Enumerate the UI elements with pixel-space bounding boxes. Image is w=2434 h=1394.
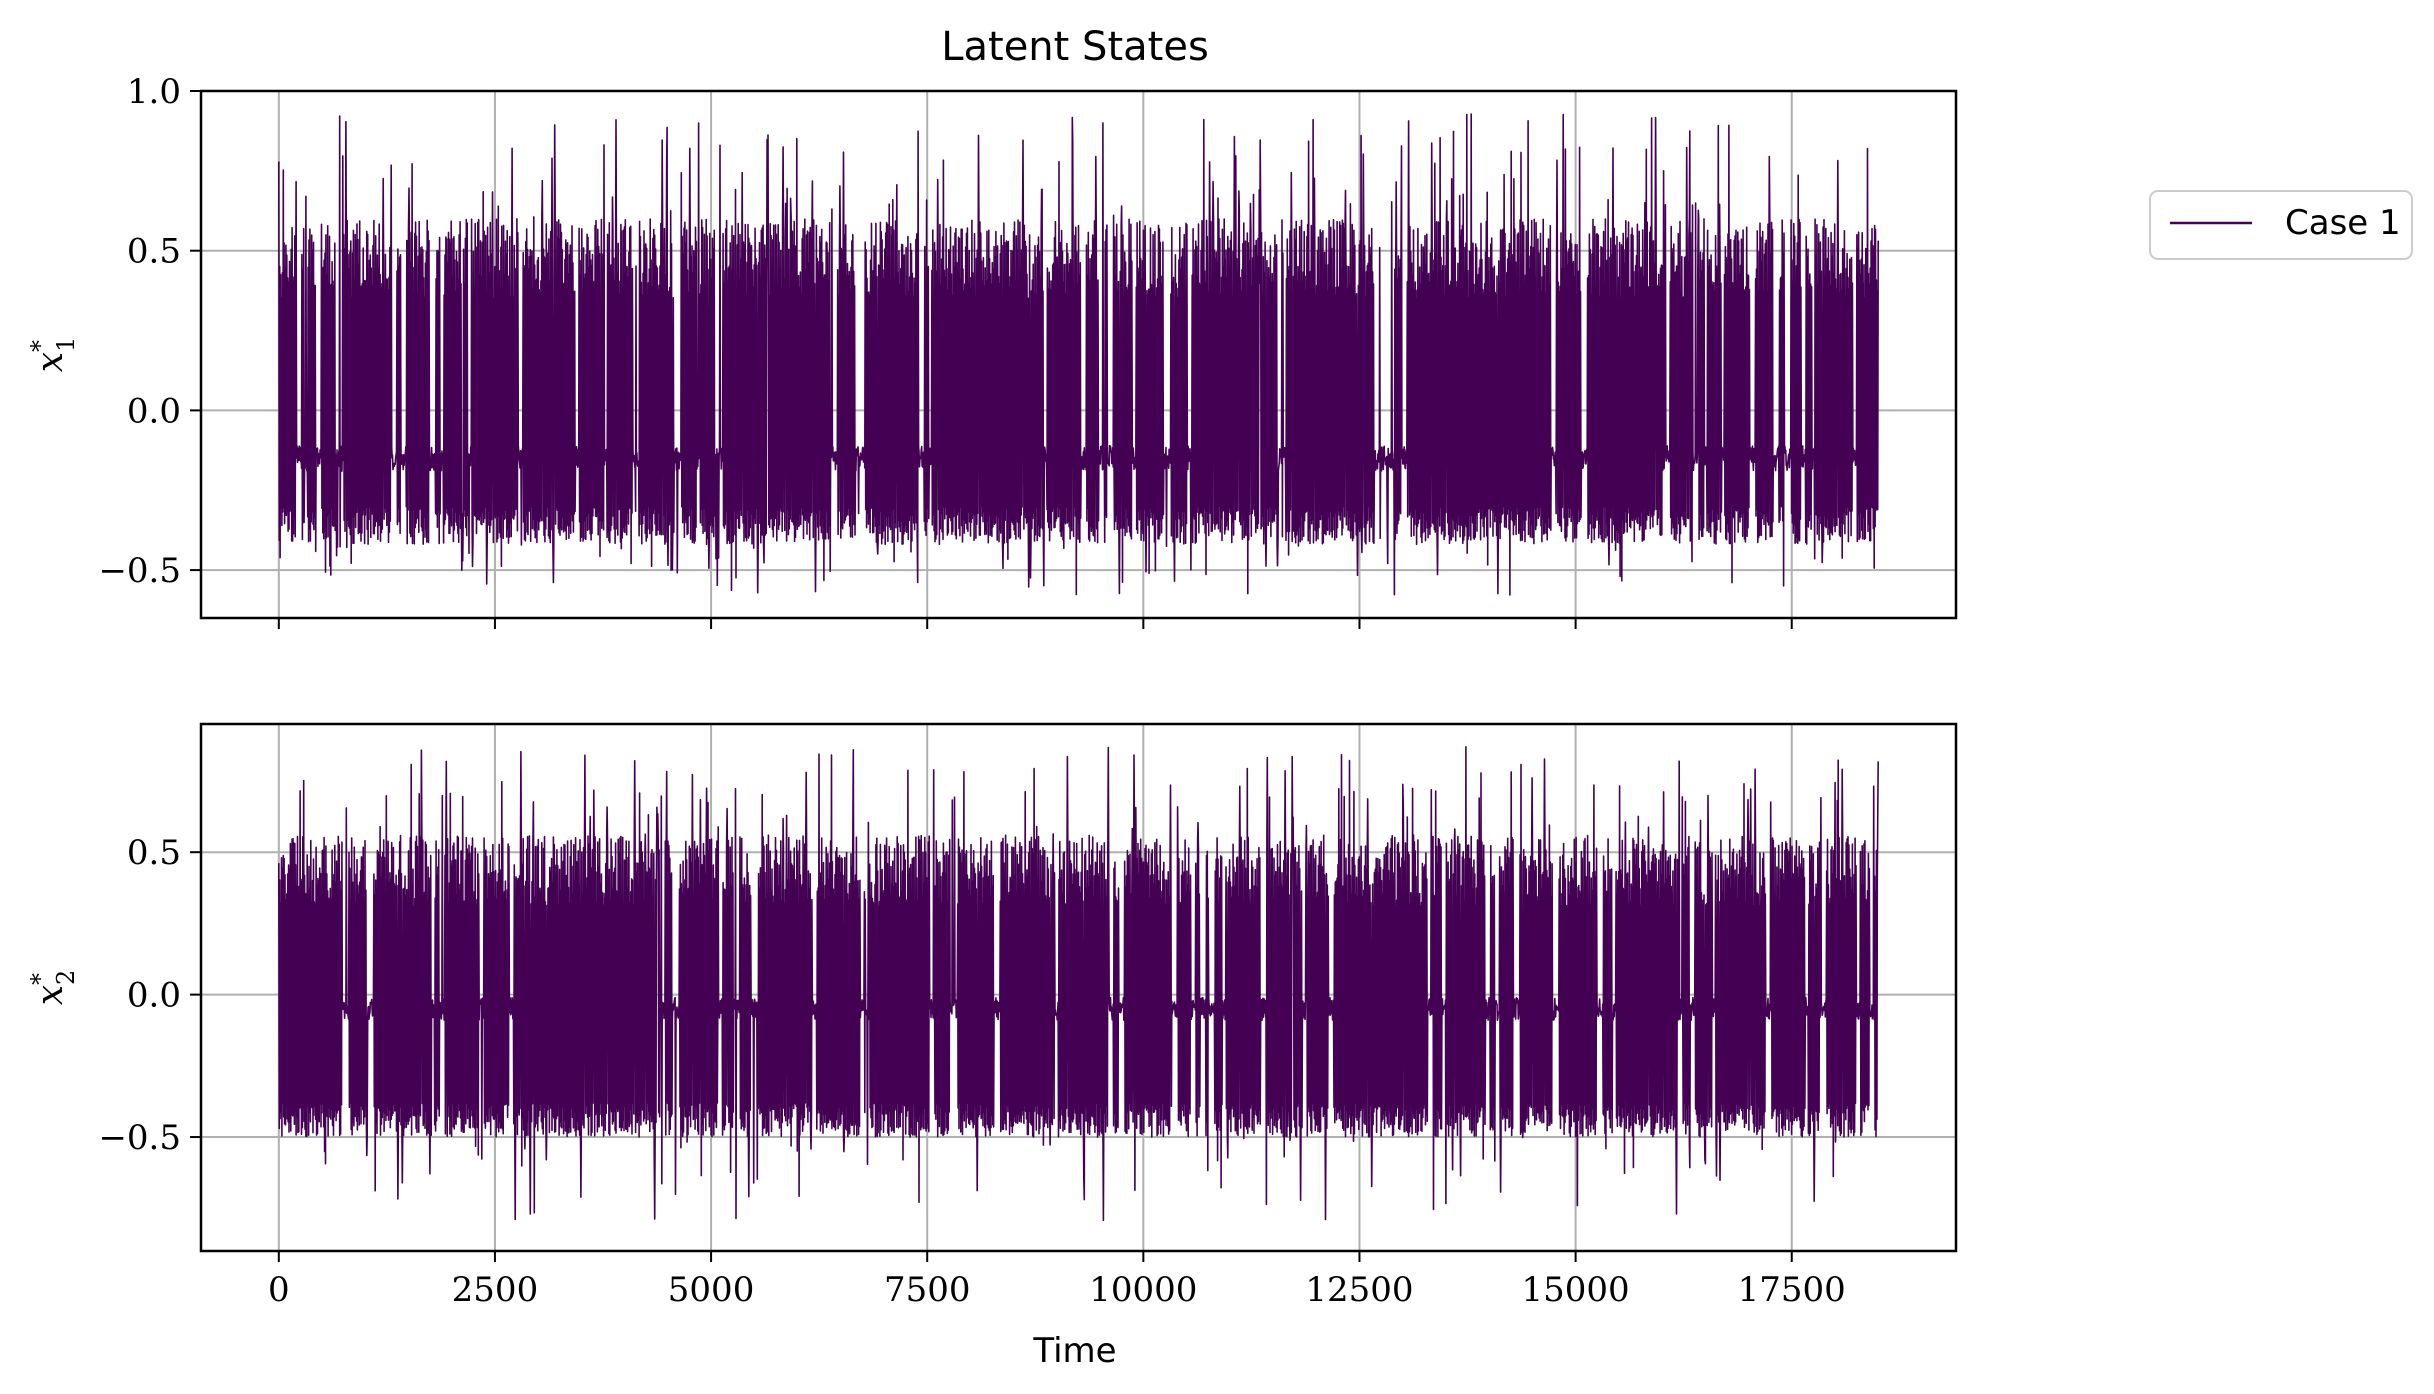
series-line-1-0 <box>278 746 1879 1222</box>
bottom-subplot: 0 2500 5000 7500 10000 12500 15000 17500 −0.5 0.0… <box>26 722 1958 1310</box>
y-ticks: −0.5 0.0 0.5 1.0 <box>98 72 201 591</box>
y-axis-label-sub: 1 <box>52 337 80 352</box>
x-tick-label-6: 15000 <box>1522 1270 1630 1310</box>
y-axis-label-main: x <box>30 985 71 1005</box>
x-tick-label-4: 10000 <box>1089 1270 1197 1310</box>
legend: Case 1 <box>2149 190 2413 260</box>
x-axis-label: Time <box>1032 1331 1116 1371</box>
x-tick-label-2: 5000 <box>668 1270 755 1310</box>
y-axis-label-main: x <box>30 352 71 372</box>
y-tick-label-2: 0.5 <box>127 833 181 873</box>
y-axis-label: x*1 <box>26 337 80 373</box>
x-tick-label-5: 12500 <box>1305 1270 1413 1310</box>
x-tick-label-3: 7500 <box>884 1270 971 1310</box>
legend-frame <box>2149 190 2413 260</box>
y-tick-label-1: 0.0 <box>127 391 181 431</box>
legend-label-case-1: Case 1 <box>2285 203 2401 243</box>
x-tick-label-0: 0 <box>268 1270 290 1310</box>
x-ticks <box>277 618 1793 629</box>
axes-frame <box>199 89 1958 620</box>
y-axis-label-sub: 2 <box>52 970 80 985</box>
y-axis-label-sup: * <box>26 973 54 985</box>
x-tick-label-7: 17500 <box>1738 1270 1846 1310</box>
top-subplot: −0.5 0.0 0.5 1.0 x*1 <box>26 72 1958 629</box>
y-tick-label-3: 1.0 <box>127 72 181 112</box>
x-tick-label-1: 2500 <box>452 1270 539 1310</box>
series-line-0-0 <box>278 113 1879 596</box>
y-axis-label-sup: * <box>26 340 54 352</box>
y-tick-label-1: 0.0 <box>127 976 181 1016</box>
y-tick-label-0: −0.5 <box>98 1118 181 1158</box>
x-ticks: 0 2500 5000 7500 10000 12500 15000 17500 <box>268 1251 1846 1310</box>
y-ticks: −0.5 0.0 0.5 <box>98 833 201 1158</box>
chart-title: Latent States <box>941 24 1209 70</box>
y-tick-label-2: 0.5 <box>127 232 181 272</box>
y-axis-label: x*2 <box>26 970 80 1006</box>
y-tick-label-0: −0.5 <box>98 551 181 591</box>
axes-frame <box>199 722 1958 1253</box>
